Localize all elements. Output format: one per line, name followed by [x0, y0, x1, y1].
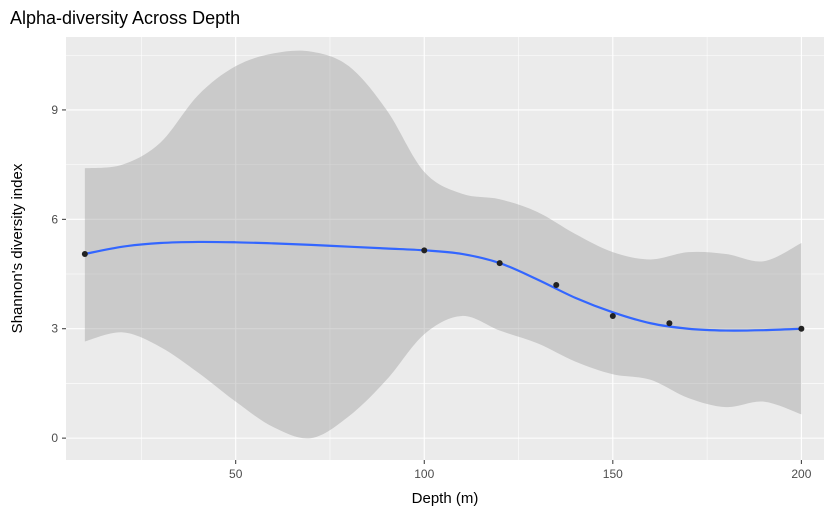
data-point	[609, 312, 616, 319]
smooth-line	[84, 240, 802, 332]
data-point	[81, 250, 88, 257]
confidence-band-layer	[84, 50, 802, 439]
plot-panel	[66, 37, 824, 460]
data-point	[666, 320, 673, 327]
data-point	[553, 281, 560, 288]
data-points	[81, 247, 805, 332]
x-tick-label: 150	[603, 467, 623, 481]
y-tick-label: 3	[51, 322, 58, 336]
x-axis-title: Depth (m)	[412, 490, 479, 507]
axes: 50 100 150 200 0 3 6 9	[51, 103, 811, 481]
confidence-band	[84, 50, 802, 439]
x-tick-label: 200	[791, 467, 811, 481]
y-tick-label: 6	[51, 212, 58, 226]
data-point	[496, 260, 503, 267]
y-tick-label: 0	[51, 431, 58, 445]
y-axis-title: Shannon's diversity index	[9, 163, 26, 333]
chart-title: Alpha-diversity Across Depth	[10, 8, 240, 28]
data-point	[421, 247, 428, 254]
data-point	[798, 325, 805, 332]
smooth-line-layer	[84, 240, 802, 332]
x-tick-label: 100	[414, 467, 434, 481]
x-tick-label: 50	[229, 467, 243, 481]
y-tick-label: 9	[51, 103, 58, 117]
